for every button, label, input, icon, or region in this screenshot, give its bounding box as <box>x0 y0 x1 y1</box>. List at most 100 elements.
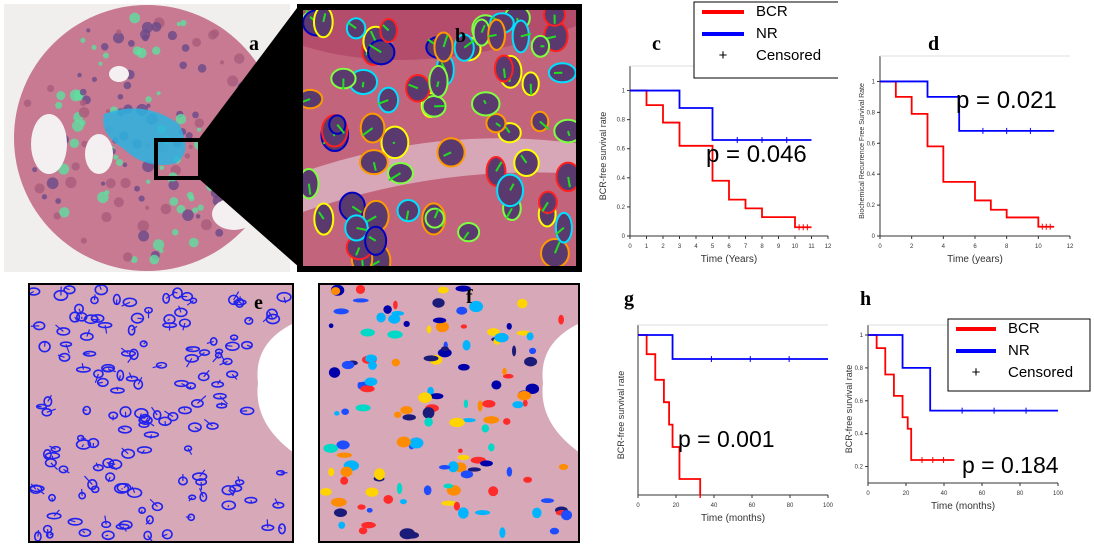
nucleus-contour <box>122 297 138 308</box>
orientation-vector <box>151 406 158 416</box>
tissue-speck <box>188 144 193 149</box>
orientation-vector <box>224 344 233 347</box>
nucleus-blob <box>517 390 532 401</box>
y-axis-label: BCR-free survival rate <box>844 365 854 454</box>
y-tick-label: 0 <box>622 234 626 240</box>
orientation-vector <box>53 509 60 517</box>
nucleus-contour <box>126 487 143 499</box>
nucleus-contour <box>145 515 154 525</box>
x-tick-label: 0 <box>628 244 632 250</box>
nucleus-blob <box>494 332 509 343</box>
orientation-vector <box>480 24 486 33</box>
nucleus-contour <box>213 392 227 400</box>
nucleus-contour <box>184 353 200 363</box>
tissue-speck <box>69 138 80 149</box>
tissue-speck <box>152 46 161 55</box>
tissue-speck <box>179 61 187 70</box>
tissue-speck <box>79 88 87 96</box>
nucleus-contour <box>138 506 147 514</box>
orientation-vector <box>97 381 103 384</box>
nucleus-contour <box>197 372 210 382</box>
series-line-bcr <box>880 80 1055 228</box>
panel-f-background <box>318 283 580 543</box>
orientation-vector <box>239 296 241 303</box>
nucleus-blob <box>558 463 569 471</box>
nucleus-contour <box>58 465 69 474</box>
orientation-vector <box>554 241 561 254</box>
orientation-vector <box>541 201 549 212</box>
panel-f-label: f <box>466 286 473 308</box>
y-tick-label: 0.8 <box>855 366 864 372</box>
orientation-vector <box>186 300 194 306</box>
nucleus-contour <box>187 422 202 433</box>
tissue-speck <box>91 76 97 82</box>
nucleus-contour <box>312 5 334 39</box>
nucleus-contour <box>244 496 258 504</box>
nucleus-contour <box>151 502 164 512</box>
y-tick-label: 0.2 <box>867 203 876 209</box>
tissue-speck <box>145 205 150 210</box>
tissue-speck <box>101 211 112 223</box>
nucleus-blob <box>458 448 463 454</box>
orientation-vector <box>219 395 229 405</box>
nucleus-blob <box>522 399 528 407</box>
nucleus-contour <box>229 334 239 341</box>
tissue-speck <box>188 195 195 202</box>
nucleus-contour <box>143 530 153 541</box>
nucleus-contour <box>133 379 144 390</box>
orientation-vector <box>233 291 240 301</box>
nucleus-blob <box>506 322 512 330</box>
nucleus-blob <box>409 437 424 449</box>
tissue-speck <box>34 183 45 194</box>
nucleus-blob <box>365 354 377 363</box>
orientation-vector <box>246 344 253 348</box>
orientation-vector <box>46 408 56 413</box>
y-tick-label: 1 <box>872 79 876 85</box>
nucleus-contour <box>229 484 243 493</box>
nucleus-contour <box>211 381 225 388</box>
orientation-vector <box>433 208 440 219</box>
tissue-speck <box>176 21 181 27</box>
y-tick-label: 1 <box>860 333 864 339</box>
tissue-speck <box>152 239 165 251</box>
orientation-vector <box>283 296 287 304</box>
nucleus-contour <box>67 517 83 526</box>
orientation-vector <box>80 437 87 440</box>
nucleus-contour <box>121 448 136 459</box>
panel-b-label: b <box>455 25 466 47</box>
legend-entry: NR <box>756 25 778 42</box>
tissue-speck <box>80 237 87 244</box>
orientation-vector <box>98 284 102 290</box>
tissue-speck <box>23 99 32 108</box>
tissue-speck <box>172 229 179 236</box>
nucleus-contour <box>206 422 219 430</box>
tissue-speck <box>79 119 86 126</box>
y-tick-label: 0.4 <box>617 176 626 182</box>
orientation-vector <box>231 373 238 380</box>
nucleus-blob <box>487 328 500 336</box>
orientation-vector <box>505 207 513 219</box>
orientation-vector <box>227 505 230 508</box>
orientation-vector <box>203 418 213 427</box>
tissue-speck <box>117 93 124 100</box>
nucleus-contour <box>69 311 81 323</box>
series-line-nr <box>630 89 812 141</box>
nucleus-contour <box>239 406 255 416</box>
orientation-vector <box>369 30 377 42</box>
nucleus-blob <box>365 487 379 497</box>
nucleus-blob <box>320 488 332 496</box>
legend-censor-symbol: + <box>972 364 981 381</box>
tissue-speck <box>79 99 87 107</box>
y-tick-label: 0.6 <box>617 147 626 153</box>
orientation-vector <box>81 363 84 370</box>
series-line-bcr <box>630 89 812 229</box>
nucleus-blob <box>358 527 368 535</box>
tissue-speck <box>122 162 128 168</box>
orientation-vector <box>194 426 200 430</box>
orientation-vector <box>74 316 79 323</box>
nucleus-blob <box>503 418 511 425</box>
nucleus-blob <box>457 454 470 461</box>
x-tick-label: 4 <box>942 244 946 250</box>
tissue-speck <box>196 127 202 132</box>
nucleus-contour <box>130 312 145 324</box>
